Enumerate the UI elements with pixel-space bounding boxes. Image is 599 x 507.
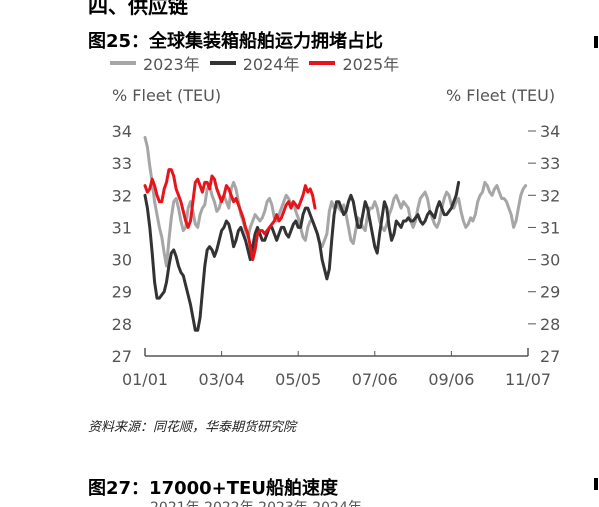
legend-item-2025: 2025年: [309, 51, 399, 75]
y-tick-label-right: 29: [540, 283, 560, 302]
y-tick-label-left: 28: [112, 315, 132, 334]
y-tick-label-left: 32: [112, 186, 132, 205]
x-tick-label: 11/07: [505, 370, 551, 389]
next-figure-title: 图27：17000+TEU船舶速度: [88, 478, 338, 499]
series-line-2024: [143, 180, 461, 332]
y-tick-label-right: 27: [540, 347, 560, 366]
y-tick-label-right: 32: [540, 186, 560, 205]
x-tick-label: 09/06: [428, 370, 474, 389]
source-note: 资料来源：同花顺，华泰期货研究院: [88, 420, 297, 435]
y-tick-label-right: 33: [540, 154, 560, 173]
y-tick-label-left: 27: [112, 347, 132, 366]
y-tick-label-left: 34: [112, 122, 132, 141]
legend-label-2025: 2025年: [342, 55, 400, 74]
legend-swatch-2024: [209, 61, 236, 65]
chart-legend: 2023年 2024年 2025年: [110, 51, 409, 75]
y-tick-label-left: 30: [112, 251, 132, 270]
y-tick-label-left: 29: [112, 283, 132, 302]
legend-swatch-2023: [110, 61, 136, 65]
y-tick-label-right: 34: [540, 122, 560, 141]
series-line-2025: [143, 168, 317, 262]
figure-title: 图25：全球集装箱船舶运力拥堵占比: [88, 31, 384, 52]
x-tick-label: 05/05: [275, 370, 321, 389]
edge-bracket-mark: [594, 478, 598, 490]
y-tick-label-right: 31: [540, 218, 560, 237]
y-tick-label-left: 31: [112, 218, 132, 237]
x-tick-label: 03/04: [199, 370, 245, 389]
y-axis-label-right: % Fleet (TEU): [446, 86, 556, 105]
legend-swatch-2025: [309, 61, 336, 65]
y-tick-label-right: 28: [540, 315, 560, 334]
edge-bracket-mark: [594, 36, 598, 48]
legend-label-2023: 2023年: [143, 55, 200, 74]
x-tick-label: 07/06: [352, 370, 398, 389]
next-figure-legend-peek: 2021年 2022年 2023年 2024年: [150, 497, 362, 507]
legend-item-2023: 2023年: [110, 51, 200, 75]
legend-item-2024: 2024年: [209, 51, 300, 75]
y-tick-label-right: 30: [540, 251, 560, 270]
section-heading: 四、供应链: [88, 0, 188, 18]
x-tick-label: 01/01: [122, 370, 168, 389]
legend-label-2024: 2024年: [242, 55, 300, 74]
y-tick-label-left: 33: [112, 154, 132, 173]
y-axis-label-left: % Fleet (TEU): [112, 86, 222, 105]
